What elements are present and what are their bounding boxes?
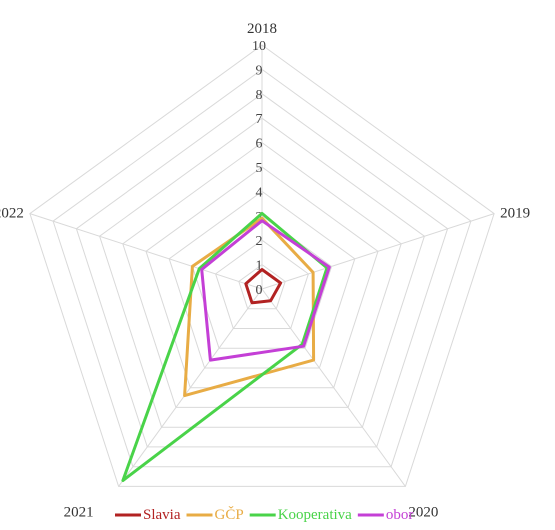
tick-label: 1 [256,259,263,274]
category-label: 2019 [500,206,530,222]
category-label: 2022 [0,206,24,222]
grid-ring [122,141,402,408]
tick-label: 5 [256,161,263,176]
category-label: 2020 [408,504,438,520]
grid-ring [215,239,309,329]
grid-ring [75,93,449,448]
grid-spoke [261,288,406,487]
tick-label: 2 [256,234,263,249]
tick-label: 6 [256,137,263,152]
series-lines [121,211,331,482]
category-labels: 20182019202020212022 [0,21,530,520]
grid-ring [29,44,495,487]
category-label: 2018 [247,21,277,37]
series-line [183,216,316,398]
category-label: 2021 [64,504,94,520]
tick-label: 7 [256,112,263,127]
grid-spoke [118,288,263,487]
grid-ring [145,166,379,389]
grid-spoke [29,213,263,290]
tick-label: 9 [256,63,263,78]
grid-ring [168,190,356,369]
series-line [200,219,331,362]
legend-label: obor [386,507,414,523]
tick-label: 8 [256,88,263,103]
legend-label: Slavia [143,507,181,523]
grid-ring [238,263,286,310]
grid-spoke [261,213,495,290]
legend-label: Kooperativa [278,507,352,523]
tick-label: 0 [256,283,263,298]
tick-label: 4 [256,185,263,200]
legend: Slavia GČP Kooperativa obor [115,506,413,523]
grid-ring [52,68,472,468]
legend-label: GČP [215,506,244,523]
grid-ring [99,117,425,428]
series-line [244,268,283,305]
radar-grid [29,44,495,487]
tick-label: 10 [252,39,266,54]
